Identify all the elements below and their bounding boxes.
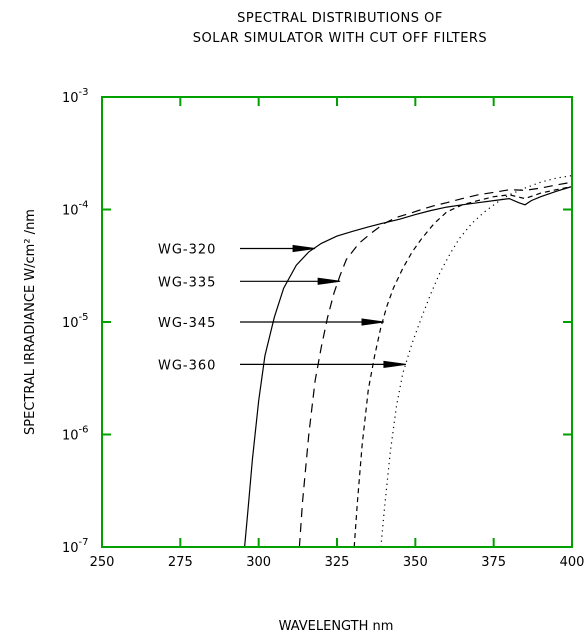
x-tick-label: 375 <box>481 555 506 570</box>
series-line-wg-360 <box>380 175 573 548</box>
y-tick-label: 10-5 <box>62 312 89 331</box>
x-tick-label: 250 <box>90 555 115 570</box>
y-tick-base: 10 <box>62 541 79 556</box>
chart-title-line-2: SOLAR SIMULATOR WITH CUT OFF FILTERS <box>193 31 487 46</box>
x-tick-label: 350 <box>403 555 428 570</box>
y-tick-base: 10 <box>62 316 79 331</box>
y-tick-label: 10-3 <box>62 87 89 106</box>
annotation-label: WG-320 <box>158 243 216 258</box>
y-tick-base: 10 <box>62 429 79 444</box>
annotation-layer: WG-320 WG-335 WG-345 WG-360 <box>158 243 407 373</box>
series-line-wg-320 <box>244 185 573 548</box>
annotation-arrow-head <box>361 318 385 326</box>
tick-layer: 250 275 300 325 350 375 40010-710-610-510-410-… <box>62 87 584 570</box>
annotation-label: WG-360 <box>158 358 216 373</box>
x-tick-label: 300 <box>246 555 271 570</box>
x-tick-label: 275 <box>168 555 193 570</box>
x-tick-label: 325 <box>325 555 350 570</box>
annotation-label: WG-335 <box>158 275 216 290</box>
series-layer <box>244 175 573 548</box>
y-tick-exponent: -5 <box>79 312 89 323</box>
x-axis-label: WAVELENGTH nm <box>279 619 394 634</box>
y-tick-exponent: -4 <box>79 200 89 211</box>
annotation-label: WG-345 <box>158 316 216 331</box>
y-axis-label: SPECTRAL IRRADIANCE W/cm² /nm <box>23 209 38 435</box>
annotation-arrow-head <box>383 360 407 368</box>
y-tick-exponent: -3 <box>79 87 89 98</box>
y-tick-base: 10 <box>62 204 79 219</box>
plot-frame <box>101 96 573 548</box>
series-line-wg-335 <box>298 181 573 548</box>
y-tick-exponent: -6 <box>79 425 89 436</box>
annotation-arrow-head <box>317 277 341 285</box>
y-tick-exponent: -7 <box>79 537 89 548</box>
x-tick-label: 400 <box>560 555 585 570</box>
y-tick-label: 10-7 <box>62 537 89 556</box>
y-tick-base: 10 <box>62 91 79 106</box>
chart-title-line-1: SPECTRAL DISTRIBUTIONS OF <box>237 11 443 26</box>
annotation-arrow-head <box>292 244 316 253</box>
y-tick-label: 10-6 <box>62 425 89 444</box>
series-line-wg-345 <box>353 185 573 548</box>
y-tick-label: 10-4 <box>62 200 89 219</box>
